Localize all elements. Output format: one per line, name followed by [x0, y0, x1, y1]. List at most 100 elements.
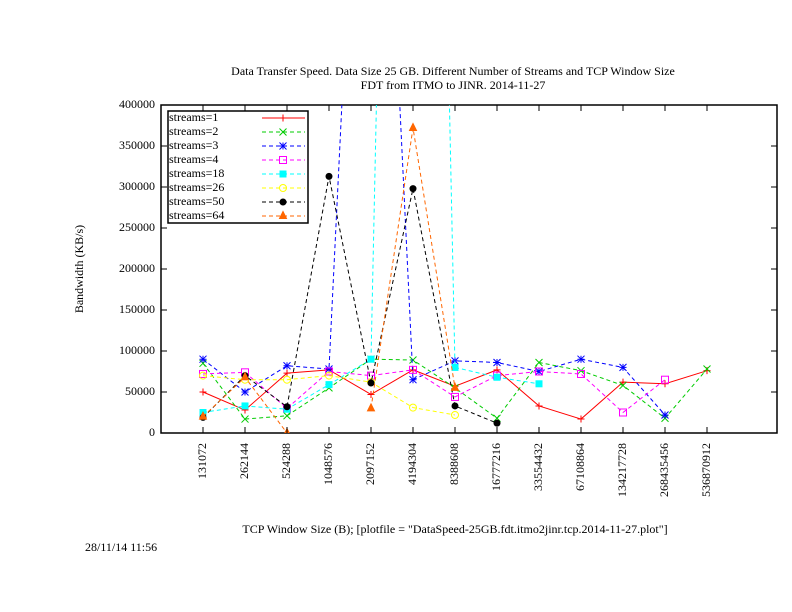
- legend-marker: [279, 156, 287, 164]
- point: [451, 410, 459, 419]
- x-tick-label: 262144: [237, 443, 251, 479]
- y-tick-label: 150000: [119, 302, 155, 316]
- legend-label: streams=4: [169, 152, 218, 166]
- point: [451, 363, 459, 371]
- point: [409, 356, 417, 364]
- point: [409, 185, 417, 193]
- point: [409, 375, 417, 384]
- chart-title: Data Transfer Speed. Data Size 25 GB. Di…: [231, 64, 675, 78]
- x-tick-label: 536870912: [699, 443, 713, 497]
- x-tick-label: 134217728: [615, 443, 629, 497]
- x-axis-label: TCP Window Size (B); [plotfile = "DataSp…: [242, 522, 667, 536]
- series-line: [202, 176, 498, 424]
- y-tick-label: 50000: [125, 384, 155, 398]
- point: [366, 402, 376, 412]
- legend-marker: [279, 114, 287, 122]
- point: [450, 382, 460, 391]
- point: [325, 371, 333, 380]
- point: [661, 411, 669, 419]
- point: [619, 381, 627, 390]
- legend-label: streams=1: [169, 110, 218, 124]
- point: [493, 419, 501, 427]
- x-tick-label: 2097152: [363, 443, 377, 485]
- point: [408, 122, 418, 131]
- legend-label: streams=64: [169, 208, 224, 222]
- y-axis-label: Bandwidth (KB/s): [72, 225, 86, 313]
- legend-marker: [279, 170, 287, 178]
- point: [198, 410, 208, 420]
- legend-marker: [279, 142, 287, 150]
- legend-label: streams=3: [169, 138, 218, 152]
- point: [451, 392, 459, 401]
- y-tick-label: 0: [149, 425, 155, 439]
- legend-marker: [278, 210, 288, 219]
- legend-marker: [279, 170, 287, 178]
- legend-marker: [279, 128, 287, 136]
- y-tick-label: 100000: [119, 343, 155, 357]
- point: [283, 375, 291, 384]
- point: [619, 378, 627, 386]
- point: [661, 380, 669, 388]
- legend-marker: [279, 114, 287, 122]
- legend-marker: [279, 184, 287, 192]
- x-tick-label: 524288: [279, 443, 293, 479]
- point: [240, 371, 250, 381]
- x-tick-label: 33554432: [531, 443, 545, 491]
- x-tick-label: 268435456: [657, 443, 671, 497]
- point: [325, 381, 333, 389]
- point: [493, 358, 501, 367]
- legend-label: streams=18: [169, 166, 224, 180]
- point: [535, 380, 543, 388]
- point: [241, 388, 249, 396]
- point: [409, 366, 417, 374]
- point: [493, 373, 501, 381]
- legend-label: streams=26: [169, 180, 224, 194]
- point: [619, 408, 627, 417]
- point: [283, 361, 291, 370]
- legend-marker: [278, 210, 288, 219]
- legend-label: streams=50: [169, 194, 224, 208]
- legend-marker: [279, 184, 287, 192]
- legend-marker: [279, 156, 287, 164]
- legend-marker: [279, 198, 287, 206]
- point: [367, 355, 375, 363]
- x-tick-label: 4194304: [405, 443, 419, 485]
- plot-area: [198, 105, 711, 433]
- point: [367, 379, 375, 387]
- point: [577, 369, 585, 378]
- point: [199, 371, 207, 380]
- point: [535, 367, 543, 376]
- point: [199, 388, 207, 396]
- y-tick-label: 300000: [119, 179, 155, 193]
- y-tick-label: 350000: [119, 138, 155, 152]
- x-tick-label: 67108864: [573, 443, 587, 491]
- point: [325, 172, 333, 180]
- point: [199, 355, 207, 364]
- point: [409, 403, 417, 412]
- point: [283, 403, 291, 411]
- series-line: [202, 105, 666, 416]
- point: [325, 367, 333, 376]
- point: [451, 402, 459, 410]
- point: [241, 415, 249, 423]
- point: [661, 375, 669, 384]
- point: [409, 365, 417, 374]
- legend-marker: [279, 128, 287, 136]
- point: [535, 402, 543, 410]
- series-line: [202, 369, 666, 414]
- point: [577, 415, 585, 423]
- point: [535, 358, 543, 367]
- y-tick-label: 200000: [119, 261, 155, 275]
- point: [325, 365, 333, 373]
- x-tick-label: 16777216: [489, 443, 503, 491]
- legend-marker: [279, 198, 287, 206]
- x-tick-label: 1048576: [321, 443, 335, 485]
- legend-marker: [279, 142, 287, 150]
- x-tick-label: 8388608: [447, 443, 461, 485]
- point: [535, 367, 543, 376]
- point: [241, 402, 249, 410]
- point: [283, 369, 291, 377]
- legend-label: streams=2: [169, 124, 218, 138]
- point: [577, 355, 585, 364]
